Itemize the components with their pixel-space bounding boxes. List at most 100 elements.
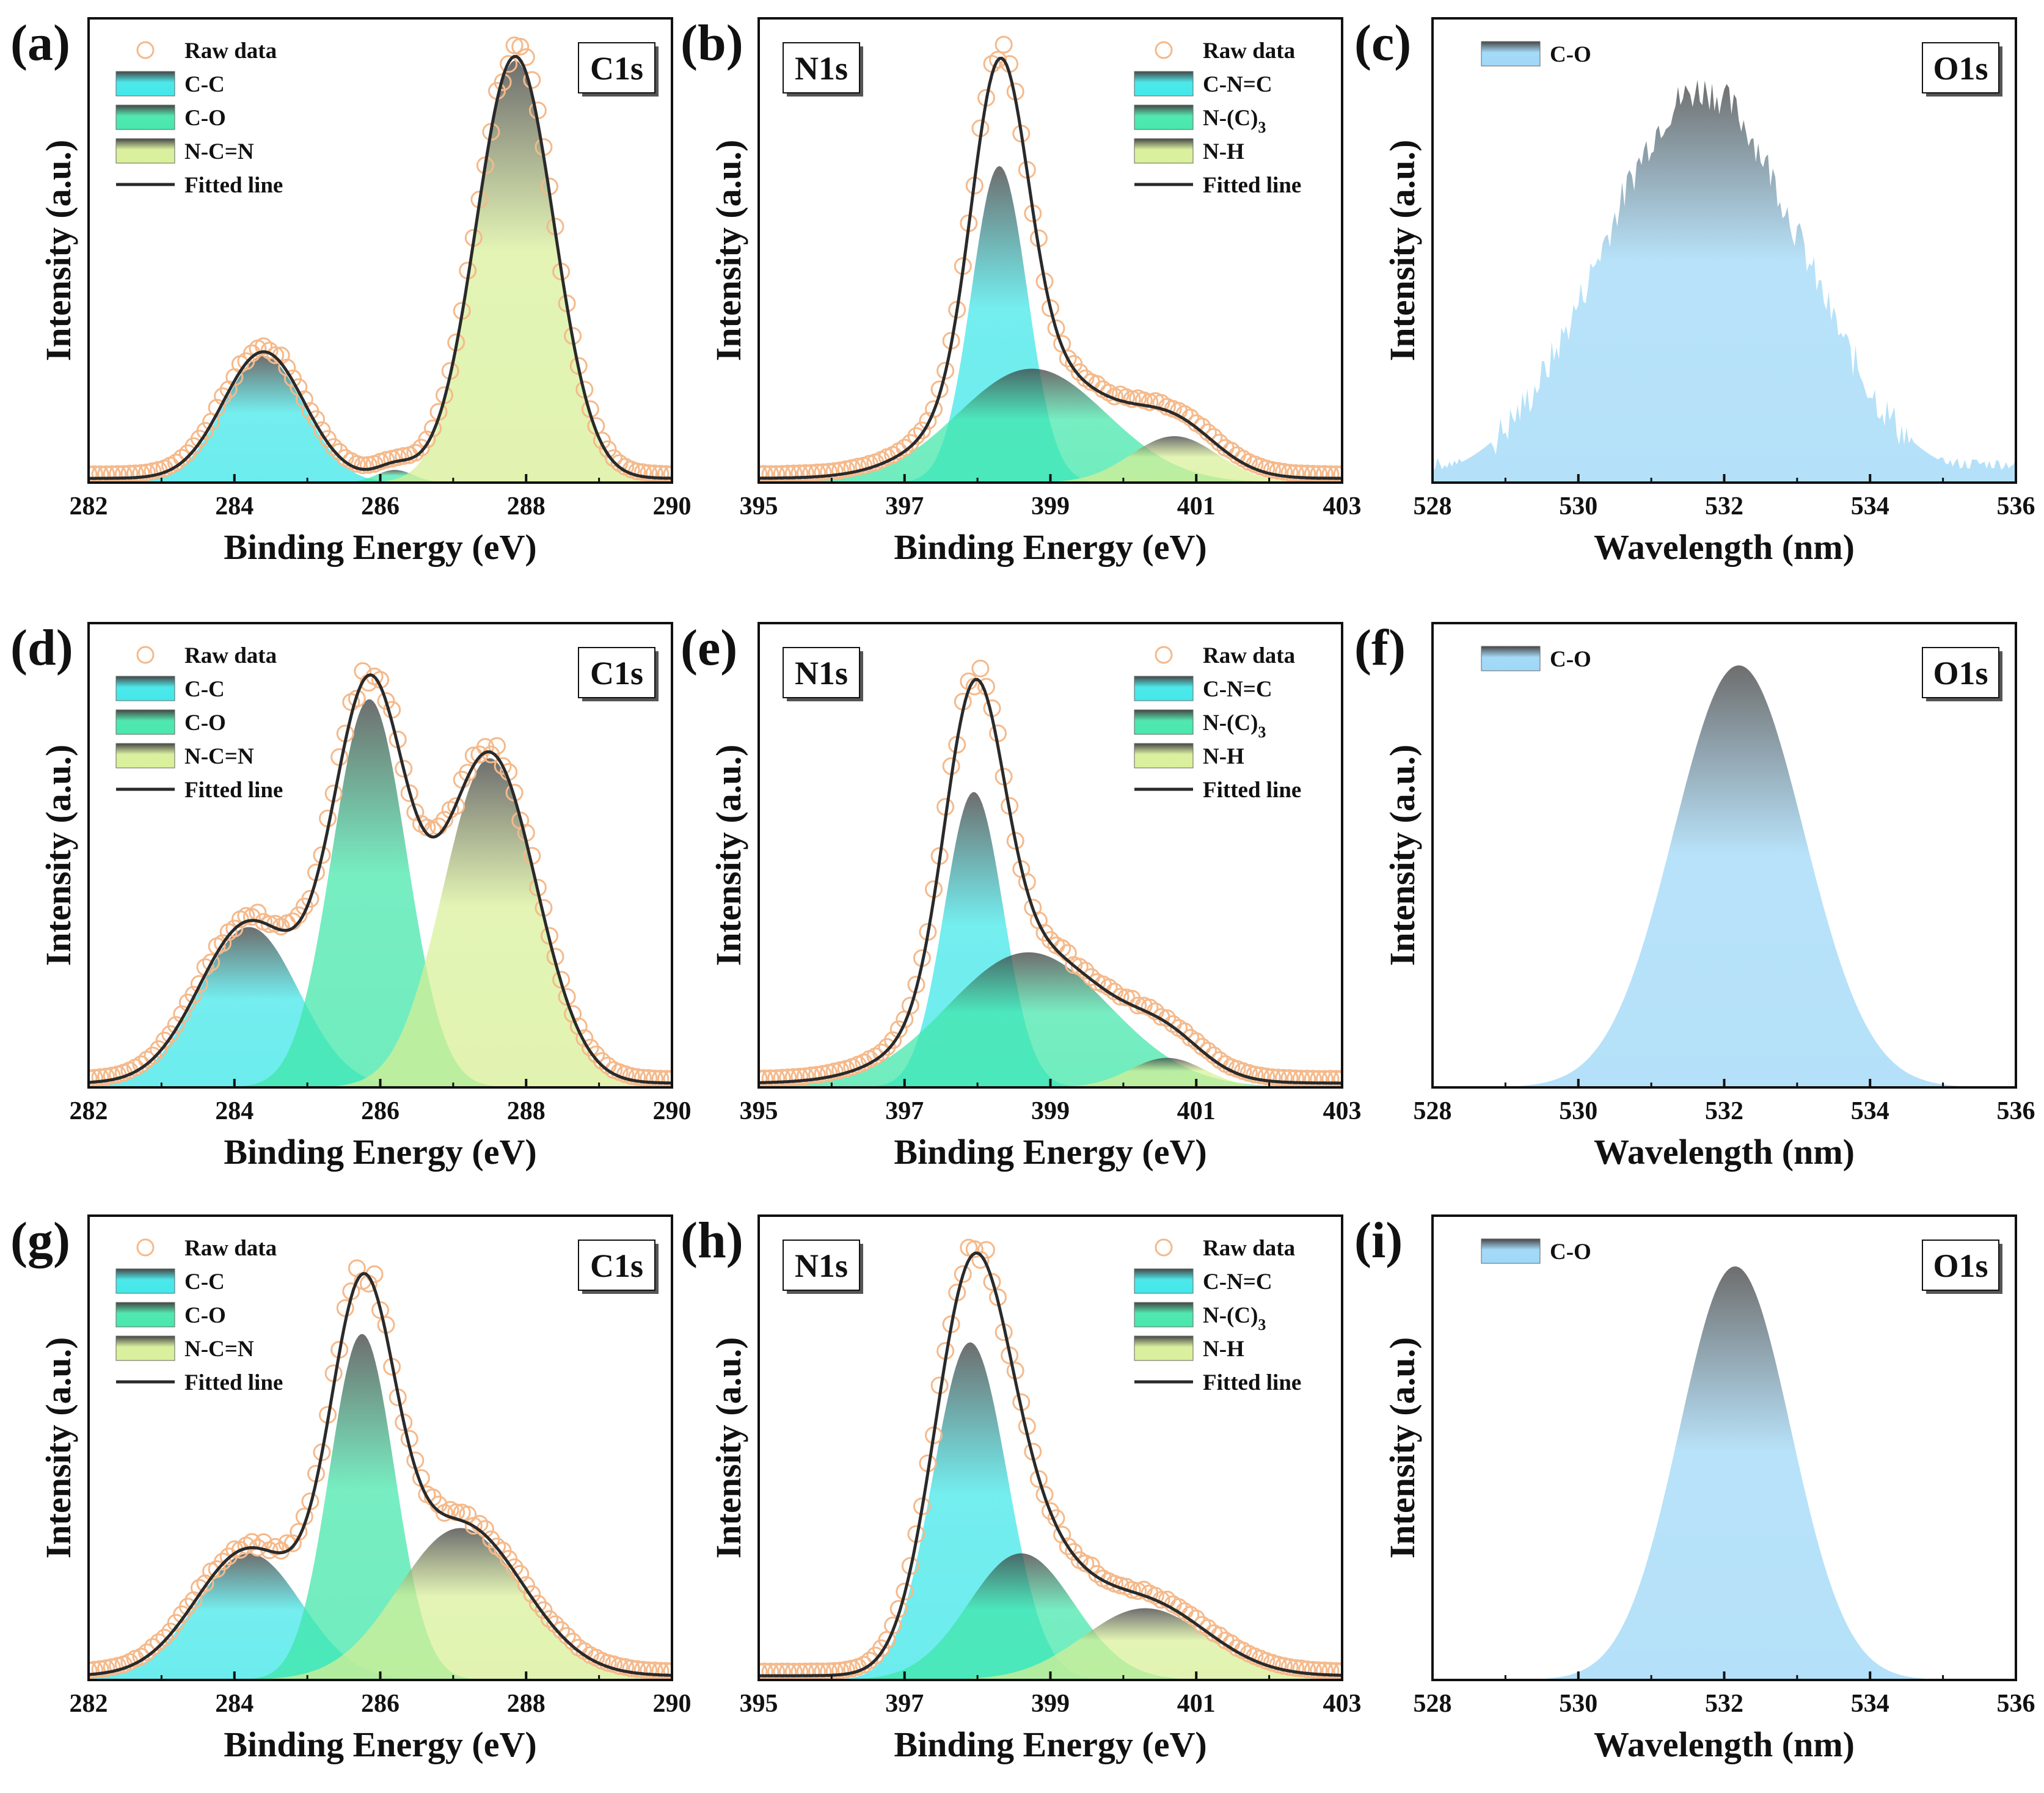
raw-data-point	[896, 439, 914, 457]
x-tick-label: 397	[885, 1097, 924, 1125]
raw-data-point	[1310, 1661, 1328, 1679]
x-axis-label: Binding Energy (eV)	[224, 1725, 536, 1764]
region-label: N1s	[795, 50, 848, 87]
raw-data-point	[977, 1241, 995, 1259]
peak-n-c-n	[89, 60, 672, 483]
raw-data-point	[190, 975, 208, 993]
raw-data-point	[936, 362, 955, 380]
raw-data-point	[313, 421, 331, 439]
raw-data-point	[605, 449, 622, 467]
y-axis-label: Intensity (a.u.)	[38, 140, 78, 362]
x-tick-label: 534	[1851, 1690, 1889, 1718]
raw-data-point	[907, 427, 925, 445]
raw-data-point	[628, 1068, 646, 1086]
raw-data-point	[1287, 1659, 1305, 1677]
panel-letter: (e)	[681, 619, 737, 676]
raw-data-point	[971, 659, 990, 677]
raw-data-point	[202, 953, 221, 971]
raw-data-point	[324, 438, 343, 456]
legend-label: Fitted line	[1203, 173, 1301, 198]
raw-data-point	[214, 1552, 232, 1571]
plot-area	[89, 36, 672, 483]
raw-data-point	[1059, 349, 1077, 368]
legend-label: C-O	[1550, 1240, 1591, 1265]
legend-label: N-H	[1203, 1337, 1244, 1362]
raw-data-point	[132, 1055, 150, 1073]
raw-data-point	[784, 1068, 803, 1086]
x-tick-label: 395	[740, 1690, 778, 1718]
x-tick-label: 534	[1851, 492, 1889, 520]
raw-data-point	[395, 759, 413, 778]
raw-data-point	[1246, 1065, 1264, 1084]
raw-data-point	[759, 465, 768, 483]
panel-c: 528 530 532 534 536 Wavelength (nm) Intensity …	[1354, 15, 2035, 567]
x-tick-label: 288	[507, 492, 546, 520]
x-tick-label: 284	[215, 1690, 254, 1718]
raw-data-point	[651, 1662, 670, 1680]
raw-data-point	[1292, 1659, 1310, 1678]
legend-raw-marker	[136, 1238, 155, 1257]
x-axis-label: Binding Energy (eV)	[894, 1132, 1206, 1172]
legend-label: N-H	[1203, 744, 1244, 769]
raw-data-point	[1006, 831, 1024, 850]
raw-data-point	[283, 1534, 302, 1552]
raw-data-point	[1280, 464, 1299, 482]
x-tick-label: 528	[1414, 1097, 1452, 1125]
x-tick-label: 282	[70, 492, 108, 520]
raw-data-point	[546, 1615, 564, 1634]
legend-label: C-C	[184, 72, 225, 97]
raw-data-point	[1141, 998, 1159, 1017]
legend-raw-marker	[1155, 646, 1173, 664]
raw-data-point	[132, 464, 150, 482]
panel-letter: (c)	[1354, 15, 1411, 71]
x-tick-label: 530	[1559, 1690, 1597, 1718]
panel-f: 528 530 532 534 536 Wavelength (nm) Intensity …	[1354, 619, 2035, 1172]
raw-data-point	[779, 1068, 797, 1087]
raw-data-point	[814, 463, 832, 481]
peak-n-c-3	[759, 952, 1342, 1087]
peak-c-o	[1433, 1266, 2016, 1680]
raw-data-point	[1257, 1067, 1276, 1086]
raw-data-point	[126, 464, 144, 483]
raw-data-point	[1275, 462, 1293, 481]
x-tick-label: 288	[507, 1097, 546, 1125]
peak-n-c-n	[89, 1528, 672, 1680]
raw-data-point	[663, 1662, 672, 1680]
legend-swatch	[1134, 743, 1194, 769]
plot-area	[89, 662, 672, 1087]
raw-data-point	[500, 55, 518, 73]
raw-data-point	[523, 1585, 541, 1603]
raw-data-point	[348, 690, 366, 707]
legend-swatch	[115, 1335, 175, 1361]
legend-label: C-O	[184, 106, 226, 131]
raw-data-point	[884, 1031, 902, 1050]
x-tick-label: 395	[740, 492, 778, 520]
raw-data-point	[278, 359, 296, 377]
y-axis-label: Intensity (a.u.)	[38, 745, 78, 966]
y-axis-label: Intensity (a.u.)	[709, 140, 748, 362]
raw-data-point	[138, 463, 156, 481]
raw-data-point	[144, 1638, 162, 1656]
raw-data-point	[1263, 461, 1281, 479]
panel-letter: (d)	[10, 619, 73, 676]
region-label: C1s	[590, 1247, 643, 1284]
region-box	[783, 1240, 860, 1291]
raw-data-point	[831, 461, 850, 480]
raw-data-point	[1035, 1486, 1054, 1503]
raw-data-point	[843, 459, 861, 477]
x-tick-label: 401	[1177, 1097, 1216, 1125]
peak-c-o	[1433, 665, 2016, 1087]
x-tick-label: 532	[1705, 1690, 1743, 1718]
legend-label: Fitted line	[1203, 1370, 1301, 1395]
raw-data-point	[558, 1627, 576, 1645]
plot-area	[1433, 1266, 2016, 1680]
region-label: O1s	[1933, 655, 1988, 692]
raw-data-point	[552, 1621, 571, 1639]
y-axis-label: Intensity (a.u.)	[709, 1337, 748, 1559]
panel-d: 282 284 286 288 290 Binding Energy (eV) Intens…	[10, 619, 692, 1172]
x-tick-label: 399	[1031, 1690, 1070, 1718]
raw-data-point	[167, 453, 185, 472]
region-box	[783, 42, 860, 93]
raw-data-point	[354, 456, 372, 475]
raw-data-point	[89, 1661, 98, 1679]
